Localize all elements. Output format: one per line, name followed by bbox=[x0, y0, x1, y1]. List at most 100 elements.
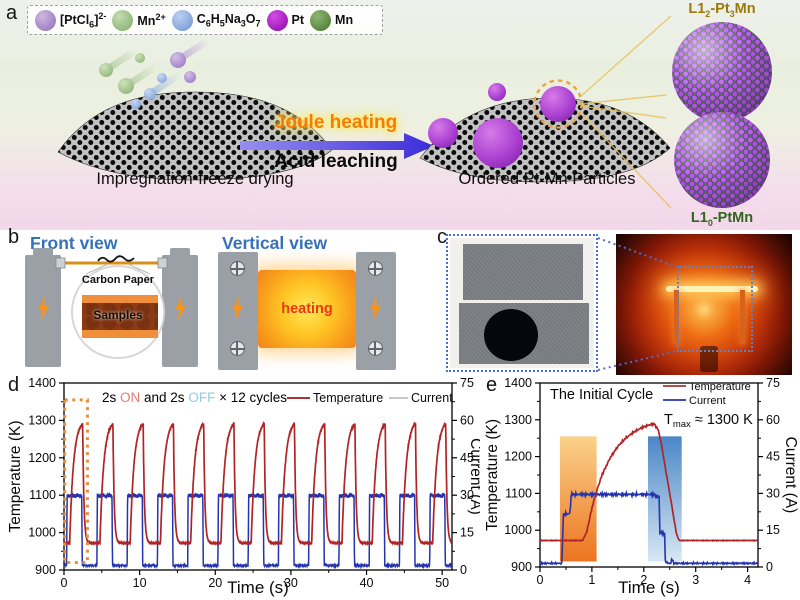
y-left-tick-label: 1100 bbox=[505, 486, 532, 500]
screw-icon bbox=[230, 341, 245, 356]
y-left-tick-label: 1200 bbox=[504, 450, 532, 464]
legend-item-label: [PtCl6]2- bbox=[60, 10, 107, 30]
x-tick-label: 1 bbox=[588, 573, 595, 587]
dotted-connector bbox=[597, 237, 678, 268]
y-right-tick-label: 30 bbox=[460, 488, 474, 502]
cycles-annotation: 2s ON and 2s OFF × 12 cycles bbox=[102, 390, 287, 405]
furnace-photo bbox=[616, 234, 792, 375]
x-tick-label: 20 bbox=[208, 576, 222, 590]
right-caption: Ordered Pt-Mn Particles bbox=[458, 170, 636, 188]
y-right-tick-label: 15 bbox=[766, 523, 780, 537]
panel-d-chart: 0 10 20 30 40 50 900 1000 1100 1200 1300 1400 0 15 30 4… bbox=[7, 376, 480, 597]
panel-c-connectors bbox=[597, 237, 678, 371]
temperature-series bbox=[539, 421, 758, 543]
sample-magnifier: Carbon Paper Samples bbox=[71, 265, 165, 359]
y-left-tick-label: 1000 bbox=[504, 523, 532, 537]
y-right-axis-title: Current (A) bbox=[467, 438, 480, 515]
y-right-tick-label: 45 bbox=[460, 451, 474, 465]
legend-item-mn: Mn bbox=[310, 9, 354, 31]
orange-shaded-region bbox=[559, 436, 597, 562]
panel-label-c: c bbox=[437, 226, 447, 248]
pt-sphere-icon bbox=[266, 9, 288, 31]
temperature-series bbox=[63, 421, 453, 547]
l10-ptmn-sphere bbox=[674, 112, 770, 208]
x-tick-label: 50 bbox=[435, 576, 449, 590]
sample-squiggle bbox=[97, 255, 135, 263]
precursor-droplets bbox=[99, 38, 209, 109]
y-left-tick-label: 1200 bbox=[28, 451, 56, 465]
y-left-tick-label: 900 bbox=[35, 563, 56, 577]
screw-icon bbox=[368, 341, 383, 356]
ptmn-particles bbox=[428, 83, 576, 168]
y-right-tick-label: 15 bbox=[460, 526, 474, 540]
screw-icon bbox=[230, 261, 245, 276]
legend-item-label: Pt bbox=[291, 13, 305, 27]
panel-label-d: d bbox=[8, 374, 20, 396]
vertical-view-title: Vertical view bbox=[222, 233, 328, 253]
y-right-tick-label: 45 bbox=[766, 450, 780, 464]
screw-icon bbox=[368, 261, 383, 276]
y-right-axis-title: Current (A) bbox=[782, 437, 799, 514]
panel-e-chart: 0 1 2 3 4 900 1000 1100 1200 1300 1400 0 15 30 45 60 75 T… bbox=[484, 376, 799, 597]
legend-current: Current bbox=[411, 391, 453, 405]
legend-item-ptcl6: [PtCl6]2- bbox=[35, 9, 107, 31]
zoom-callout bbox=[533, 15, 672, 209]
x-tick-label: 0 bbox=[537, 573, 544, 587]
current-series bbox=[539, 489, 758, 567]
heating-zone: heating bbox=[258, 270, 356, 348]
y-right-tick-label: 0 bbox=[766, 560, 773, 574]
joule-heating-label: Joule heating bbox=[274, 112, 398, 133]
x-tick-label: 40 bbox=[360, 576, 374, 590]
clamp bbox=[55, 257, 66, 269]
y-left-tick-label: 1400 bbox=[28, 376, 56, 390]
x-axis-title: Time (s) bbox=[227, 578, 289, 597]
legend-item-citrate: C6H5Na3O7 bbox=[171, 9, 261, 31]
mn-sphere-icon bbox=[310, 9, 332, 31]
lightning-bolt-icon bbox=[370, 296, 381, 321]
x-tick-label: 10 bbox=[133, 576, 147, 590]
left-caption: Impregnation-freeze drying bbox=[96, 170, 294, 188]
legend-item-mn2plus: Mn2+ bbox=[112, 9, 166, 31]
y-left-tick-label: 1400 bbox=[504, 376, 532, 390]
y-right-tick-label: 60 bbox=[766, 413, 780, 427]
l10-ptmn-label: L10-PtMn bbox=[690, 210, 754, 228]
paper-layer bbox=[82, 295, 158, 303]
filament-highlight-box bbox=[677, 266, 753, 352]
panel-label-a: a bbox=[6, 2, 18, 24]
y-left-tick-label: 1300 bbox=[28, 413, 56, 427]
lightning-bolt-icon bbox=[38, 296, 49, 321]
glowing-filament bbox=[666, 286, 758, 292]
x-tick-label: 3 bbox=[692, 573, 699, 587]
l12-pt3mn-label: L12-Pt3Mn bbox=[688, 1, 756, 19]
x-tick-label: 0 bbox=[61, 576, 68, 590]
x-axis-title: Time (s) bbox=[618, 578, 680, 597]
y-right-tick-label: 0 bbox=[460, 563, 467, 577]
tmax-note: Tmax ≈ 1300 K bbox=[664, 412, 753, 430]
electrode-cap bbox=[33, 248, 53, 255]
panel-a-scheme: [PtCl6]2- Mn2+ C6H5Na3O7 Pt Mn a Joule heati… bbox=[0, 0, 800, 230]
furnace-silhouette bbox=[700, 346, 718, 372]
initial-cycle-title: The Initial Cycle bbox=[550, 387, 653, 403]
carbon-paper-strip bbox=[463, 244, 583, 300]
support-post bbox=[740, 290, 745, 344]
y-left-tick-label: 900 bbox=[511, 560, 532, 574]
x-tick-label: 2 bbox=[640, 573, 647, 587]
samples-label: Samples bbox=[93, 308, 143, 322]
x-tick-label: 4 bbox=[744, 573, 751, 587]
y-right-tick-label: 75 bbox=[460, 376, 474, 390]
y-left-axis-title: Temperature (K) bbox=[484, 419, 501, 531]
y-left-axis-title: Temperature (K) bbox=[7, 421, 24, 533]
carbon-paper-photo bbox=[450, 238, 594, 368]
ptcl6-sphere-icon bbox=[35, 9, 56, 31]
legend-item-pt: Pt bbox=[266, 9, 305, 31]
materials-legend: [PtCl6]2- Mn2+ C6H5Na3O7 Pt Mn bbox=[27, 5, 383, 35]
lightning-bolt-icon bbox=[175, 296, 186, 321]
y-right-tick-label: 30 bbox=[766, 486, 780, 500]
clamp bbox=[157, 257, 168, 269]
sample-layer bbox=[82, 303, 158, 330]
legend-item-label: Mn bbox=[335, 13, 354, 27]
x-tick-label: 30 bbox=[284, 576, 298, 590]
legend-temperature: Temperature bbox=[689, 381, 751, 393]
legend-current: Current bbox=[689, 395, 726, 407]
